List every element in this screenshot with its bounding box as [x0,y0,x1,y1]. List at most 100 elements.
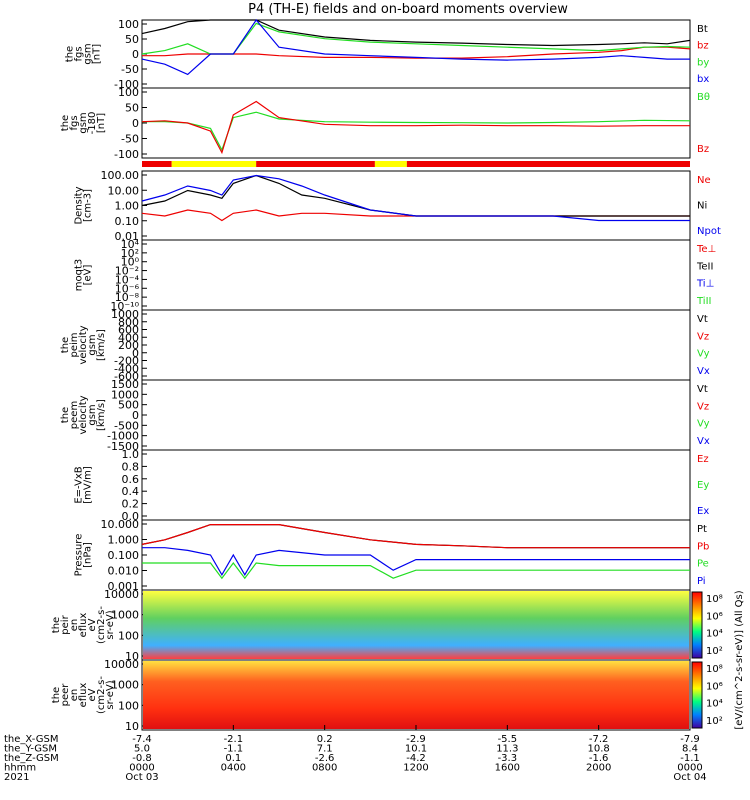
colorbar-tick-label: 10⁶ [706,611,723,622]
ylabel-line: the [65,46,76,62]
legend-entry: Vz [697,331,709,342]
colorbar-tick-label: 10⁴ [706,699,723,710]
y-tick-label: -500 [114,419,139,432]
ylabel-line: gsm [87,334,98,355]
y-tick-label: 100 [118,699,139,712]
panel-ylabel: thefgsgsm-180[nT] [60,112,107,135]
panel-8: thepeirenefluxeV(cm2-s-sr-eV) 10000 1000 10… [51,588,691,663]
y-tick-label: 1500 [111,378,139,391]
y-tick-label: 0.8 [122,460,140,473]
x-tick-label: 2000 [586,763,611,774]
colorbar-tick-label: 10² [706,716,723,727]
y-tick-label: 10⁻² [115,265,139,278]
y-tick-label: -100 [114,78,139,91]
x-tick-label: Oct 04 [673,772,706,783]
x-tick-label: 0.2 [317,734,333,745]
ylabel-line: velocity [78,325,89,364]
ylabel-line: fgs [74,46,85,61]
panel-ylabel: thepeemvelocitygsm[km/s] [60,395,107,434]
x-row-label: the_Z-GSM [4,753,59,764]
x-tick-label: -7.9 [680,734,700,745]
series-Ni [141,174,690,217]
series-Pe [142,562,690,580]
ylabel-line: en [69,689,80,702]
mode-bar-segment [256,161,375,167]
y-tick-label: -1500 [107,440,139,453]
x-tick-label: 11.3 [496,744,518,755]
ylabel-line: peim [69,332,80,357]
x-row-label: the_X-GSM [4,734,58,745]
legend-entry: Pi [697,576,706,587]
y-tick-label: 0.100 [108,549,140,562]
legend-entry: Te⊥ [696,244,716,255]
y-tick-label: 800 [118,316,139,329]
ylabel-line: Density [74,186,85,224]
ylabel-line: the [60,337,71,353]
series-bx [141,19,690,76]
legend-entry: TeII [696,261,713,272]
ylabel-line: peem [69,401,80,429]
legend-entry: Vy [697,349,710,360]
x-tick-label: -7.4 [132,734,152,745]
ylabel-line: gsm [87,404,98,425]
y-tick-label: 10⁻¹⁰ [110,300,139,313]
x-tick-label: -1.6 [589,753,609,764]
y-tick-label: 100 [118,18,139,31]
legend-entry: Ey [697,480,709,491]
y-tick-label: 1.000 [108,534,140,547]
ylabel-line: (cm2-s- [96,606,107,644]
x-tick-label: -0.8 [132,753,152,764]
spectrogram [143,591,689,659]
y-tick-label: -1000 [107,430,139,443]
ylabel-line: en [69,619,80,632]
x-row-label: the_Y-GSM [4,744,57,755]
y-tick-label: 10⁻⁸ [115,291,140,304]
x-row-label: hhmm [4,763,36,774]
panel-4: thepeimvelocitygsm[km/s] 1000800600400200… [60,308,710,383]
legend-entry: Vy [697,419,710,430]
y-tick-label: 400 [118,331,139,344]
panel-frame [141,519,691,591]
ylabel-line: E=-VxB [74,466,85,503]
colorbar-1 [691,661,703,729]
ylabel-line: the [51,617,62,633]
ylabel-line: [eV] [83,265,94,286]
y-tick-label: 10000 [104,658,139,671]
legend-entry: Ni [697,201,707,212]
colorbar-label: [eV/(cm^2-s-sr-eV)] (All Qs) [734,590,745,729]
y-tick-label: 100 [118,629,139,642]
x-tick-label: 8.4 [682,744,698,755]
x-tick-label: -4.2 [406,753,426,764]
colorbar-tick-label: 10⁸ [706,664,723,675]
x-tick-label: 7.1 [317,744,333,755]
y-tick-label: 0.001 [108,580,140,593]
legend-entry: Npot [697,226,721,237]
legend-entry: by [697,57,709,68]
ylabel-line: gsm [83,43,94,64]
panel-frame [141,449,691,521]
y-tick-label: -50 [121,133,139,146]
panel-2: Density[cm-3] 100.00 10.00 1.00 0.10 0.01 Ne Ni… [74,169,721,243]
colorbar-tick-label: 10⁴ [706,629,723,640]
ylabel-line: [km/s] [96,329,107,361]
series-Npot [141,174,690,222]
y-tick-label: 100 [118,86,139,99]
legend-entry: Pt [697,524,707,535]
mode-bar [142,161,690,167]
legend-entry: Bθ [697,92,710,103]
panel-ylabel: Density[cm-3] [74,186,94,224]
y-tick-label: 50 [125,33,139,46]
panel-frame [141,239,691,311]
legend-entry: bz [697,41,709,52]
y-tick-label: 200 [118,339,139,352]
legend-entry: Vt [697,384,708,395]
spectrogram-colorbar: 10⁸ 10⁶ 10⁴ 10² 10⁸ 10⁶ 10⁴ 10² [eV/(cm^2-s-sr-e… [691,590,745,730]
y-tick-label: 0 [132,117,139,130]
y-tick-label: 10² [121,247,139,260]
y-tick-label: 0.0 [122,510,140,523]
x-tick-label: Oct 03 [125,772,158,783]
ylabel-line: eflux [78,613,89,638]
panel-9: thepeerenefluxeV(cm2-s-sr-eV) 10000 1000 10… [51,658,691,733]
y-tick-label: 600 [118,324,139,337]
